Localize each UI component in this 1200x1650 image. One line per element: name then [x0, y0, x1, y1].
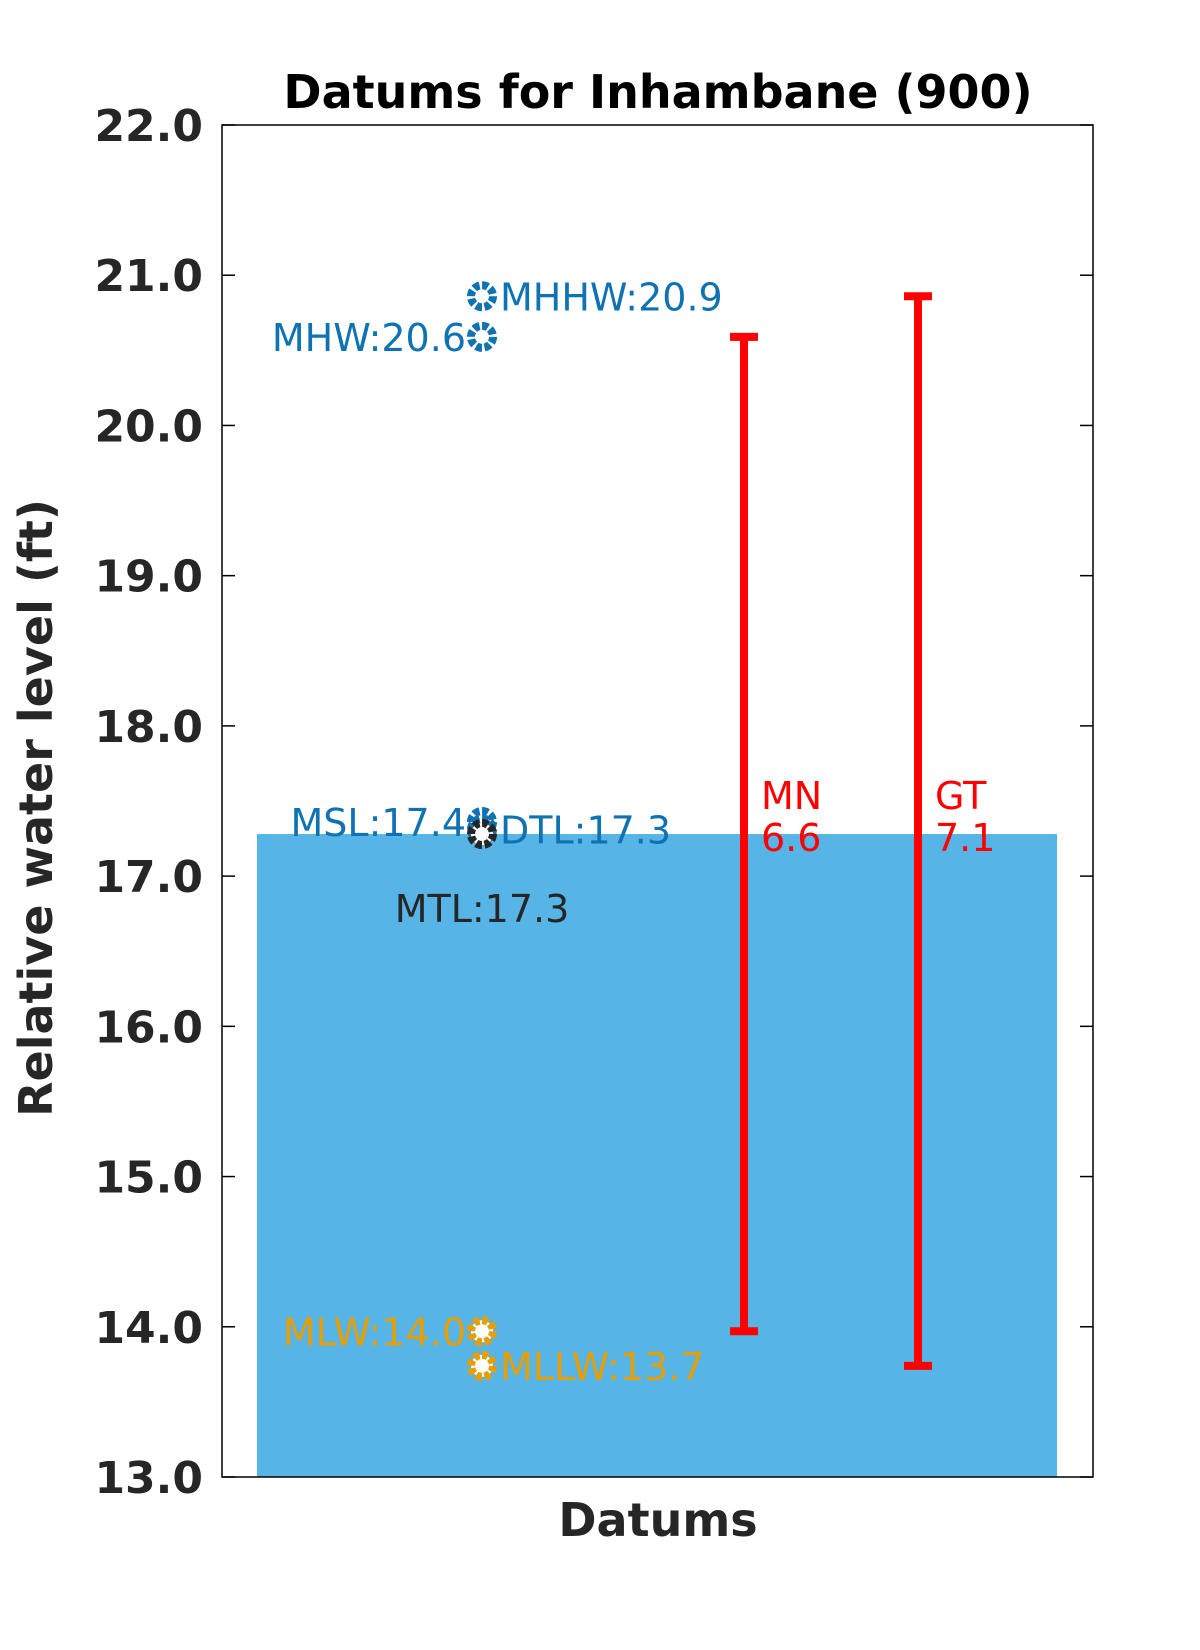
datum-marker-mhw [467, 321, 497, 352]
x-axis-label: Datums [558, 1493, 757, 1547]
datum-label-mhhw: MHHW:20.9 [500, 275, 723, 319]
datum-label-msl: MSL:17.4 [291, 801, 467, 845]
y-tick-label: 15.0 [94, 1153, 203, 1204]
datum-label-mllw: MLLW:13.7 [500, 1345, 704, 1389]
chart-title: Datums for Inhambane (900) [283, 65, 1032, 119]
datum-label-mlw: MLW:14.0 [283, 1310, 466, 1354]
datum-marker-mtl [467, 819, 497, 850]
datum-label-mtl: MTL:17.3 [395, 887, 570, 931]
datum-marker-mhhw [467, 281, 497, 312]
datum-marker-mllw [467, 1350, 497, 1381]
datum-label-mhw: MHW:20.6 [272, 316, 466, 360]
range-label-name-gt: GT [935, 774, 987, 818]
y-tick-label: 21.0 [94, 251, 203, 302]
datum-label-dtl: DTL:17.3 [500, 809, 671, 853]
y-axis-label: Relative water level (ft) [9, 499, 63, 1117]
y-tick-label: 13.0 [94, 1453, 203, 1504]
datum-marker-mlw [467, 1316, 497, 1347]
range-label-value-mn: 6.6 [761, 816, 821, 860]
y-tick-label: 22.0 [94, 101, 203, 152]
y-tick-label: 16.0 [94, 1002, 203, 1053]
plot-area: 13.0 14.0 15.0 16.0 17.0 18.0 19.0 20.0 21.0 22.0… [94, 101, 1094, 1504]
y-tick-label: 19.0 [94, 552, 203, 603]
y-tick-label: 18.0 [94, 702, 203, 753]
background-bar [257, 834, 1057, 1477]
y-tick-label: 14.0 [94, 1303, 203, 1354]
plot-frame [221, 124, 1094, 1478]
y-tick-label: 20.0 [94, 401, 203, 452]
y-tick-label: 17.0 [94, 852, 203, 903]
range-label-name-mn: MN [761, 774, 822, 818]
range-label-value-gt: 7.1 [935, 816, 995, 860]
